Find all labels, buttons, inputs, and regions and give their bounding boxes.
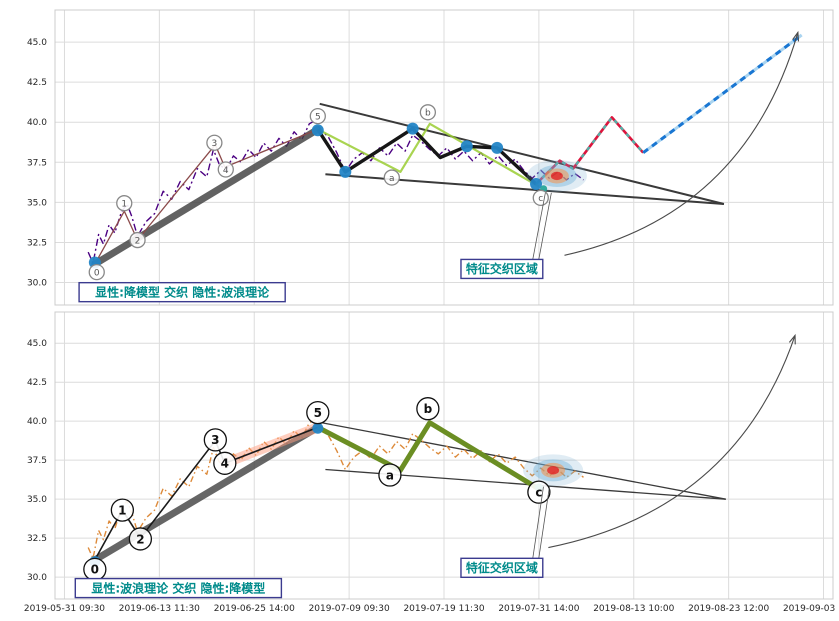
wave-label-text: 2 bbox=[136, 532, 144, 546]
wave-label-text: 3 bbox=[211, 433, 219, 447]
mode-label-callout: 显性:降模型 交织 隐性:波浪理论 bbox=[78, 281, 286, 303]
swing-dot bbox=[339, 165, 352, 178]
y-axis-labels: 30.0 32.5 35.0 37.5 40.0 42.5 45.0 bbox=[27, 339, 47, 583]
wave-label-text: c bbox=[538, 194, 543, 204]
wave-label-text: 2 bbox=[135, 236, 141, 246]
wave-label-text: b bbox=[424, 402, 433, 416]
swing-dot bbox=[460, 140, 473, 153]
plot-frame bbox=[54, 311, 834, 600]
x-axis-labels: 2019-05-31 09:30 2019-06-13 11:30 2019-06-… bbox=[24, 604, 839, 614]
wave-label-text: c bbox=[535, 485, 542, 499]
gridlines bbox=[55, 312, 833, 599]
gridlines bbox=[55, 10, 833, 305]
swing-dot bbox=[312, 422, 324, 434]
wave-label-text: 4 bbox=[221, 457, 229, 471]
projection-curve-arrow bbox=[548, 333, 796, 549]
wave-path-abc-green bbox=[317, 122, 540, 188]
swing-dot bbox=[406, 122, 419, 135]
y-tick-label: 40.0 bbox=[27, 118, 47, 128]
wave-number-labels: 0 1 2 34 5 a b c bbox=[83, 397, 551, 582]
swing-dot bbox=[311, 124, 324, 137]
swing-dot bbox=[530, 177, 543, 190]
y-tick-label: 32.5 bbox=[27, 238, 47, 248]
feature-heat-blob bbox=[523, 454, 584, 487]
wave-label-text: 3 bbox=[212, 139, 218, 149]
subplot-bottom: 30.0 32.5 35.0 37.5 40.0 42.5 45.0 0 1 2 34 5 a b c 特征交… bbox=[27, 311, 834, 600]
mode-label-callout: 显性:波浪理论 交织 隐性:降模型 bbox=[74, 577, 283, 599]
y-tick-label: 32.5 bbox=[27, 534, 47, 544]
wave-path-abc-olive bbox=[316, 420, 541, 492]
subplot-top: 30.0 32.5 35.0 37.5 40.0 42.5 45.0 0 1 2 3 4 5 a b c 特征交… bbox=[27, 9, 834, 306]
x-tick-label: 2019-07-31 14:00 bbox=[498, 604, 579, 614]
x-tick-label: 2019-07-09 09:30 bbox=[309, 604, 390, 614]
wave-path-0-5 bbox=[94, 128, 319, 265]
callout-text: 特征交织区域 bbox=[466, 261, 538, 276]
y-tick-label: 30.0 bbox=[27, 573, 47, 583]
y-tick-label: 45.0 bbox=[27, 38, 47, 48]
wave-label-text: 5 bbox=[315, 112, 321, 122]
y-tick-label: 37.5 bbox=[27, 456, 47, 466]
y-tick-label: 42.5 bbox=[27, 378, 47, 388]
wedge-upper-line bbox=[319, 102, 725, 205]
wave-label-text: a bbox=[389, 174, 395, 184]
y-axis-labels: 30.0 32.5 35.0 37.5 40.0 42.5 45.0 bbox=[27, 38, 47, 288]
forecast-red-dashes bbox=[535, 116, 645, 185]
y-tick-label: 35.0 bbox=[27, 495, 47, 505]
y-tick-label: 35.0 bbox=[27, 198, 47, 208]
y-tick-label: 42.5 bbox=[27, 78, 47, 88]
x-tick-label: 2019-06-25 14:00 bbox=[214, 604, 295, 614]
feature-region-callout: 特征交织区域 bbox=[460, 192, 552, 280]
x-tick-label: 2019-09-03 13:00 bbox=[783, 604, 839, 614]
wave-label-text: a bbox=[386, 468, 394, 482]
callout-text: 显性:降模型 交织 隐性:波浪理论 bbox=[95, 284, 270, 299]
wave-label-text: 4 bbox=[223, 166, 229, 176]
y-tick-label: 37.5 bbox=[27, 158, 47, 168]
y-tick-label: 40.0 bbox=[27, 417, 47, 427]
plot-frame bbox=[54, 9, 834, 306]
projection-curve-arrow bbox=[564, 30, 800, 256]
swing-dot bbox=[491, 141, 504, 154]
x-tick-label: 2019-08-13 10:00 bbox=[593, 604, 674, 614]
wave-label-text: 0 bbox=[94, 268, 100, 278]
x-tick-label: 2019-05-31 09:30 bbox=[24, 604, 105, 614]
wave-label-text: 1 bbox=[118, 503, 126, 517]
wedge-upper-line bbox=[317, 421, 726, 500]
feature-region-callout: 特征交织区域 bbox=[460, 486, 550, 579]
y-tick-label: 30.0 bbox=[27, 279, 47, 289]
callout-text: 特征交织区域 bbox=[466, 560, 538, 575]
y-tick-label: 45.0 bbox=[27, 339, 47, 349]
price-line-purple bbox=[87, 119, 584, 264]
wave-label-text: 5 bbox=[314, 406, 322, 420]
x-tick-label: 2019-07-19 11:30 bbox=[403, 604, 484, 614]
swing-point-markers bbox=[88, 122, 543, 269]
forecast-blue-line bbox=[642, 33, 803, 154]
wave-number-labels: 0 1 2 3 4 5 a b c bbox=[88, 104, 549, 281]
wave-label-text: 0 bbox=[91, 563, 99, 577]
wave-label-text: 1 bbox=[121, 199, 127, 209]
x-tick-label: 2019-06-13 11:30 bbox=[119, 604, 200, 614]
wave-label-text: b bbox=[425, 109, 431, 119]
callout-text: 显性:波浪理论 交织 隐性:降模型 bbox=[91, 580, 265, 595]
x-tick-label: 2019-08-23 12:00 bbox=[688, 604, 769, 614]
